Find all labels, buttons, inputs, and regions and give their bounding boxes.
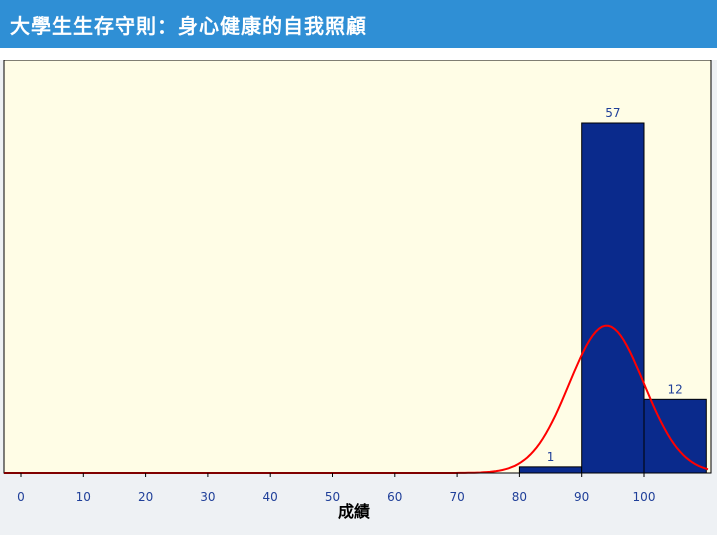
histogram-bar-80-90 <box>518 466 583 474</box>
header-spacer <box>0 48 717 60</box>
bar-value-label-80: 1 <box>547 450 555 464</box>
x-axis-label: 成績 <box>338 502 371 521</box>
x-tick-label-40: 40 <box>263 490 278 504</box>
bar-value-label-90: 57 <box>605 106 620 120</box>
x-tick-label-20: 20 <box>138 490 153 504</box>
histogram-bar-90-100 <box>581 122 645 474</box>
page-title: 大學生生存守則：身心健康的自我照顧 <box>10 14 367 38</box>
x-tick-label-80: 80 <box>512 490 527 504</box>
histogram-svg: 1 57 12 0 10 20 30 40 50 60 70 80 90 100 <box>3 60 712 504</box>
x-tick-label-10: 10 <box>76 490 91 504</box>
x-tick-label-100: 100 <box>633 490 656 504</box>
x-tick-label-70: 70 <box>449 490 464 504</box>
histogram-chart: 1 57 12 0 10 20 30 40 50 60 70 80 90 100 <box>0 60 717 520</box>
x-tick-label-50: 50 <box>325 490 340 504</box>
x-tick-label-60: 60 <box>387 490 402 504</box>
x-tick-label-30: 30 <box>200 490 215 504</box>
x-tick-label-0: 0 <box>17 490 25 504</box>
histogram-bar-100-110 <box>643 398 707 474</box>
bar-value-label-100: 12 <box>668 382 683 396</box>
x-tick-label-90: 90 <box>574 490 589 504</box>
page-header: 大學生生存守則：身心健康的自我照顧 <box>0 0 717 48</box>
bottom-band <box>0 520 717 535</box>
